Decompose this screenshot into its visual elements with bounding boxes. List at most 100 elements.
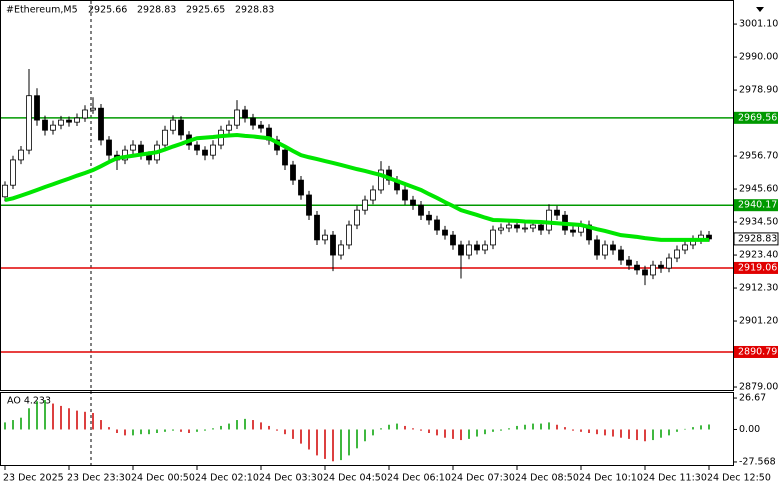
header: #Ethereum,M5 [6,5,78,16]
candle-body [66,119,72,123]
candle-body [250,117,256,126]
candle-body [546,209,552,231]
candle-body [410,199,416,206]
candle-body [506,224,512,229]
candle-body [634,264,640,271]
candle-body [210,144,216,156]
x-tick-label: 24 Dec 06:10 [387,473,451,484]
quote-value: 2928.83 [137,5,176,16]
level-box [734,199,778,212]
price-label: 2928.83 [738,233,777,244]
candle-body [402,189,408,201]
candle-body [50,124,56,131]
candle-body [466,244,472,256]
moving-average [4,132,709,242]
candle-body [538,224,544,231]
candle-body [234,109,240,126]
x-tick-label: 24 Dec 12:50 [707,473,771,484]
candle-body [170,119,176,131]
level-box [734,261,778,274]
level-box [734,111,778,124]
y-tick-label: 2912.30 [739,283,778,294]
candle-body [82,109,88,119]
candle-body [58,119,64,126]
x-tick-label: 24 Dec 02:10 [195,473,259,484]
level-label: 2969.56 [738,112,777,123]
candle-body [498,227,504,231]
ao-tick-label: 0.00 [739,424,760,435]
candle-body [10,159,16,186]
candle-body [322,234,328,241]
candle-body [666,257,672,269]
candle-body [586,224,592,241]
x-tick-label: 24 Dec 08:50 [515,473,579,484]
candle-body [290,164,296,181]
quote-value: 2928.83 [235,5,274,16]
x-tick-label: 24 Dec 03:30 [259,473,323,484]
candle-body [554,209,560,216]
candle-body [434,219,440,231]
y-tick-label: 2901.20 [739,316,778,327]
quote-value: 2925.65 [186,5,225,16]
y-tick-label: 2934.50 [739,217,778,228]
x-tick-label: 24 Dec 07:30 [451,473,515,484]
price-box [733,232,779,246]
candle-body [34,95,40,121]
x-tick-label: 24 Dec 11:30 [643,473,707,484]
x-tick-label: 24 Dec 04:50 [323,473,387,484]
candle-body [338,244,344,256]
ao-tick-label: -27.568 [739,456,776,467]
candle-body [18,149,24,161]
candle-body [514,224,520,229]
candle-body [482,244,488,251]
candle-body [26,95,32,151]
candle-body [370,189,376,201]
candle-body [610,244,616,251]
candle-body [242,109,248,119]
candle-body [474,244,480,251]
candle-body [106,139,112,156]
candle-body [530,224,536,229]
y-tick-label: 2978.90 [739,85,778,96]
candle-body [626,259,632,266]
candle-body [74,117,80,123]
ao-label: AO 4.233 [7,396,51,407]
candle-body [258,124,264,129]
candle-body [298,179,304,196]
candle-body [178,119,184,136]
y-tick-label: 2990.00 [739,52,778,63]
level-label: 2919.06 [738,262,777,273]
candle-body [658,264,664,269]
candle-body [130,144,136,151]
candle-body [682,244,688,251]
candle-body [650,264,656,276]
candle-body [362,199,368,211]
candle-body [442,229,448,236]
x-tick-label: 23 Dec 23:30 [67,473,131,484]
symbol-title: #Ethereum,M5 [6,5,78,16]
level-label: 2890.79 [738,346,777,357]
candle-body [162,129,168,146]
y-tick-label: 2879.00 [739,382,778,393]
candle-body [354,209,360,226]
level-box [734,345,778,358]
candle-body [450,234,456,246]
candle-body [458,244,464,256]
candle-body [674,249,680,259]
ao-tick-label: 26.67 [739,393,766,404]
y-tick-label: 3001.10 [739,19,778,30]
candle-body [642,269,648,276]
candle-body [202,149,208,156]
candle-body [426,214,432,221]
candle-body [98,107,104,141]
candle-body [570,229,576,233]
level-label: 2940.17 [738,200,777,211]
candle-body [314,214,320,241]
x-tick-label: 24 Dec 10:10 [579,473,643,484]
x-tick-label: 24 Dec 00:50 [131,473,195,484]
y-tick-label: 2956.70 [739,151,778,162]
candle-body [490,229,496,246]
candle-body [594,239,600,256]
